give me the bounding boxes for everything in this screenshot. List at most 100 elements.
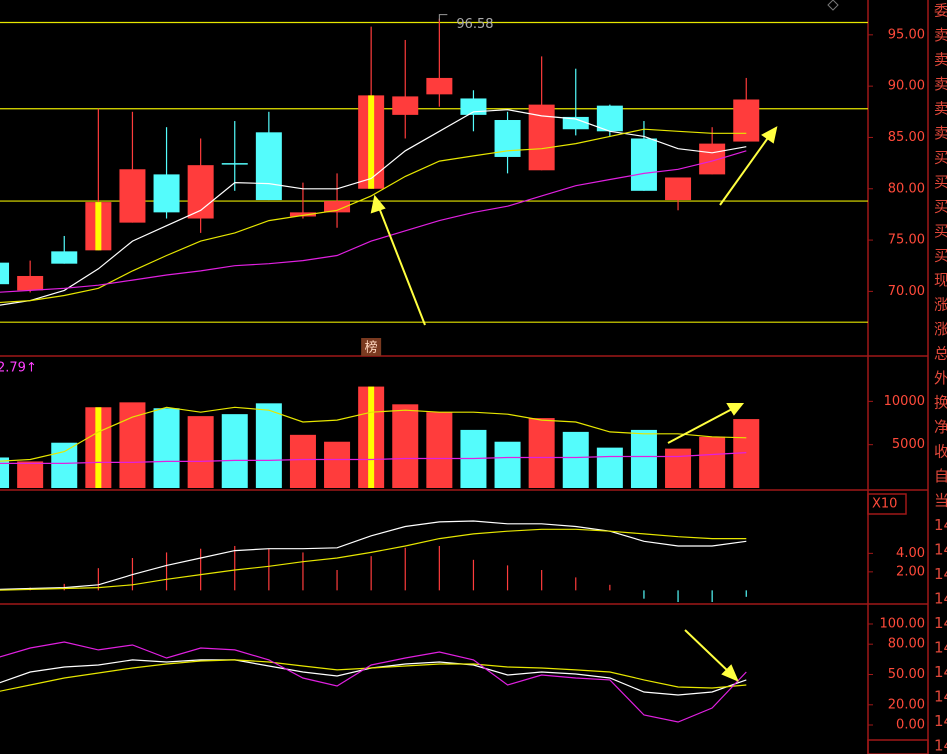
candle-body xyxy=(562,116,589,130)
indicator-label: 2.79↑ xyxy=(0,361,37,376)
arrow xyxy=(719,134,771,206)
side-label: 卖 xyxy=(934,124,947,142)
y-tick-label: 4.00 xyxy=(896,546,925,561)
high-label: 96.58 xyxy=(456,17,493,32)
y-tick-label: 10000 xyxy=(884,394,925,409)
side-label: 委 xyxy=(934,2,947,20)
tab-box xyxy=(867,739,929,754)
side-label: 14 xyxy=(934,516,947,534)
volume-bar xyxy=(699,436,726,488)
y-tick-label: 50.00 xyxy=(888,667,925,682)
volume-bar xyxy=(187,416,214,488)
y-tick-label: 0.00 xyxy=(896,718,925,733)
volume-bar xyxy=(119,402,146,488)
volume-bar xyxy=(596,447,623,488)
scale-box xyxy=(867,493,907,515)
arrow xyxy=(667,407,735,444)
side-label: 净 xyxy=(934,418,947,436)
arrowhead xyxy=(761,126,778,144)
limit-up-stripe xyxy=(368,95,375,189)
side-label: 当 xyxy=(934,492,947,510)
y-tick-label: 5000 xyxy=(892,437,925,452)
candle-body xyxy=(699,143,726,175)
line-series xyxy=(0,659,747,692)
plot-area xyxy=(0,386,760,488)
line-series xyxy=(0,528,747,591)
volume-bar xyxy=(0,457,10,488)
side-label: 换 xyxy=(934,394,947,412)
side-label: 14 xyxy=(934,688,947,706)
side-label: 总 xyxy=(934,345,947,363)
marker-label: 榜 xyxy=(365,340,378,356)
volume-bar xyxy=(255,403,282,488)
volume-bar xyxy=(392,404,419,488)
side-label: 买 xyxy=(934,198,947,216)
marker-box xyxy=(361,338,382,356)
volume-bar xyxy=(51,442,78,488)
candle-body xyxy=(665,177,692,201)
volume-bar xyxy=(494,441,521,488)
side-label: 14 xyxy=(934,737,947,754)
y-tick-label: 2.00 xyxy=(896,564,925,579)
side-label: 自 xyxy=(934,467,947,485)
side-label: 14 xyxy=(934,541,947,559)
y-tick-label: 100.00 xyxy=(880,616,926,631)
side-label: 买 xyxy=(934,222,947,240)
candle-body xyxy=(221,163,248,165)
volume-bar xyxy=(528,418,555,488)
y-tick-label: 80.00 xyxy=(888,181,925,196)
side-label: 14 xyxy=(934,663,947,681)
y-tick-label: 75.00 xyxy=(888,233,925,248)
limit-up-stripe xyxy=(368,386,375,488)
line-series xyxy=(0,452,747,464)
plot-area xyxy=(0,520,747,602)
candle-body xyxy=(255,132,282,201)
candle-body xyxy=(324,201,351,213)
candle-body xyxy=(426,77,453,95)
arrowhead xyxy=(721,664,739,682)
plot-area xyxy=(0,18,868,323)
icon[interactable] xyxy=(827,0,839,11)
candle-body xyxy=(289,212,316,217)
y-tick-label: 90.00 xyxy=(888,79,925,94)
candle-body xyxy=(392,96,419,115)
side-label: 卖 xyxy=(934,26,947,44)
line-series xyxy=(0,128,747,304)
side-label: 涨 xyxy=(934,296,947,314)
side-label: 买 xyxy=(934,247,947,265)
side-label: 外 xyxy=(934,369,947,387)
plot-area xyxy=(0,641,747,723)
volume-bar xyxy=(153,408,180,488)
volume-bar xyxy=(665,448,692,488)
candle-body xyxy=(17,275,44,291)
line-series xyxy=(0,150,747,293)
y-tick-label: 85.00 xyxy=(888,130,925,145)
y-tick-label: 80.00 xyxy=(888,637,925,652)
arrowhead xyxy=(370,194,386,214)
side-label: 买 xyxy=(934,149,947,167)
volume-bar xyxy=(17,461,44,488)
candle-body xyxy=(460,98,487,115)
candle-body xyxy=(51,251,78,264)
line-series xyxy=(0,641,747,723)
volume-bar xyxy=(426,412,453,488)
candle-body xyxy=(733,99,760,142)
arrowhead xyxy=(726,403,745,416)
candle-body xyxy=(153,174,180,213)
side-label: 14 xyxy=(934,712,947,730)
y-tick-label: 70.00 xyxy=(888,284,925,299)
y-tick-label: 20.00 xyxy=(888,697,925,712)
line-series xyxy=(0,406,747,462)
side-label: 卖 xyxy=(934,100,947,118)
high-marker xyxy=(438,14,448,21)
side-label: 卖 xyxy=(934,75,947,93)
limit-up-stripe xyxy=(95,202,102,251)
volume-bar xyxy=(289,434,316,488)
candle-body xyxy=(0,262,10,285)
side-label: 14 xyxy=(934,639,947,657)
candle-body xyxy=(596,105,623,132)
side-label: 收 xyxy=(934,443,947,461)
